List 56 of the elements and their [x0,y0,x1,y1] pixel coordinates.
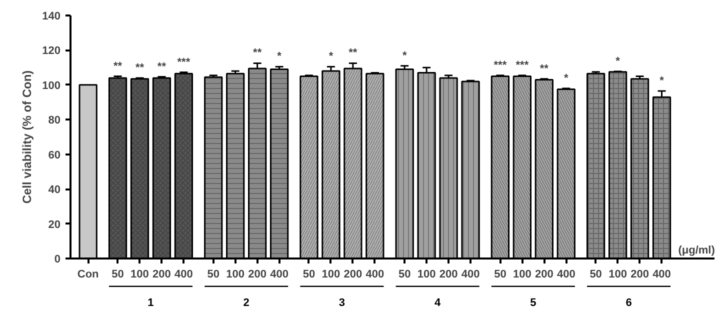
x-tick-label: 100 [322,268,340,280]
text: 3 [338,296,346,309]
x-tick-label: 400 [652,268,671,280]
y-tick-label: 60 [48,149,61,162]
x-tick-label: 200 [534,268,554,280]
text: 6 [626,296,632,309]
y-tick-label: 140 [42,10,61,22]
x-tick-label: 100 [226,268,245,280]
x-tick-label: 50 [398,268,411,280]
data-label: ** [253,47,262,60]
data-label: * [277,50,282,63]
data-label: * [402,50,408,62]
data-label: ** [348,47,358,60]
y-tick-label: 40 [48,184,61,196]
x-tick-label: 100 [608,268,627,280]
x-tick-label: 200 [630,268,649,280]
x-tick-label: 400 [461,268,480,280]
y-tick-label: 120 [42,45,61,58]
y-axis-title: Cell viability (% of Con) [20,70,34,204]
y-tick-label: 100 [42,80,61,92]
text: 1 [148,296,154,309]
x-tick-label: 400 [270,268,288,280]
y-tick-label: 80 [48,114,61,127]
data-label: ** [113,60,123,72]
y-tick-label: 20 [48,218,61,231]
data-label: * [616,55,621,68]
data-label: *** [177,56,191,68]
x-tick-label: 100 [513,268,532,280]
x-tick-label: 200 [248,268,267,280]
y-tick-label: 0 [54,254,61,266]
data-label: *** [516,59,530,72]
data-label: * [660,75,665,88]
x-tick-label: 50 [302,268,316,280]
x-tick-label: 100 [417,268,436,280]
text: 4 [434,296,442,309]
x-tick-label: 50 [590,268,602,280]
data-label: ** [540,62,550,75]
text: (μg/ml) [678,244,716,256]
data-label: * [564,72,569,84]
x-tick-label: 400 [366,268,384,280]
x-tick-label: 200 [152,268,171,280]
x-tick-label: 200 [439,268,458,280]
x-tick-label: 200 [344,268,362,280]
text: 2 [243,296,250,309]
x-tick-label: Con [77,268,100,280]
data-label: *** [494,59,508,72]
x-tick-label: 400 [556,268,576,280]
text: 5 [530,296,536,309]
data-label: * [328,50,334,63]
x-tick-label: 50 [112,268,124,280]
data-label: ** [135,62,145,74]
x-tick-label: 100 [130,268,149,280]
data-label: ** [157,60,167,73]
x-tick-label: 50 [207,268,220,280]
x-tick-label: 400 [174,268,193,280]
x-tick-label: 50 [494,268,506,280]
